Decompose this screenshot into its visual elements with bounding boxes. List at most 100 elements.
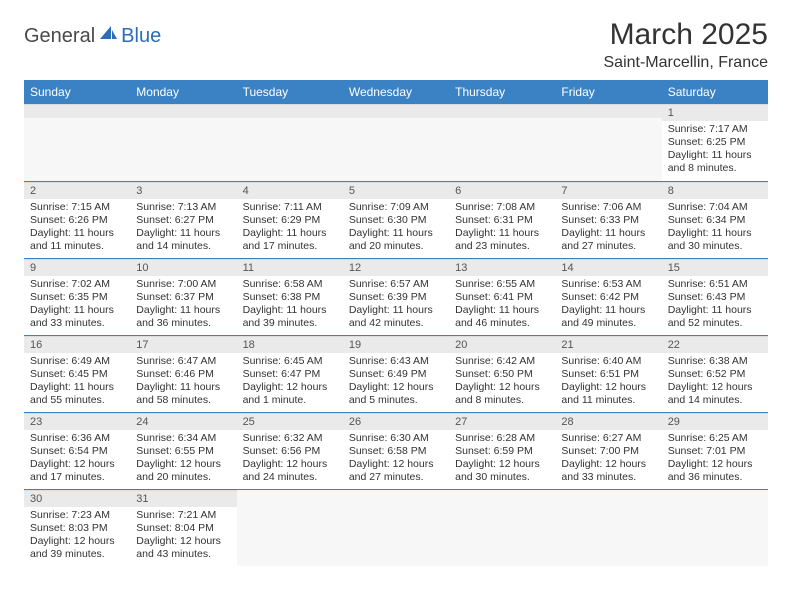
day-number: 21 — [555, 336, 661, 353]
calendar-day-cell: 30Sunrise: 7:23 AMSunset: 8:03 PMDayligh… — [24, 489, 130, 566]
calendar-empty-cell — [555, 104, 661, 181]
daylight-line-2: and 8 minutes. — [455, 394, 549, 407]
sunrise-line: Sunrise: 6:51 AM — [668, 278, 762, 291]
day-number: 13 — [449, 259, 555, 276]
sunrise-line: Sunrise: 6:30 AM — [349, 432, 443, 445]
sunset-line: Sunset: 6:27 PM — [136, 214, 230, 227]
weekday-header: Friday — [555, 80, 661, 104]
sunrise-line: Sunrise: 7:23 AM — [30, 509, 124, 522]
day-content: Sunrise: 7:09 AMSunset: 6:30 PMDaylight:… — [343, 199, 449, 257]
sunrise-line: Sunrise: 6:25 AM — [668, 432, 762, 445]
daylight-line-2: and 36 minutes. — [668, 471, 762, 484]
sunrise-line: Sunrise: 6:36 AM — [30, 432, 124, 445]
sunrise-line: Sunrise: 7:13 AM — [136, 201, 230, 214]
sunset-line: Sunset: 7:01 PM — [668, 445, 762, 458]
daylight-line-2: and 30 minutes. — [455, 471, 549, 484]
daylight-line-1: Daylight: 11 hours — [668, 149, 762, 162]
calendar-day-cell: 17Sunrise: 6:47 AMSunset: 6:46 PMDayligh… — [130, 335, 236, 412]
day-content: Sunrise: 6:55 AMSunset: 6:41 PMDaylight:… — [449, 276, 555, 334]
calendar-week-row: 23Sunrise: 6:36 AMSunset: 6:54 PMDayligh… — [24, 412, 768, 489]
sunset-line: Sunset: 6:52 PM — [668, 368, 762, 381]
daylight-line-2: and 39 minutes. — [243, 317, 337, 330]
sail-icon — [97, 24, 119, 48]
day-number: 26 — [343, 413, 449, 430]
sunset-line: Sunset: 6:49 PM — [349, 368, 443, 381]
daylight-line-2: and 20 minutes. — [136, 471, 230, 484]
calendar-empty-cell — [24, 104, 130, 181]
sunrise-line: Sunrise: 6:38 AM — [668, 355, 762, 368]
sunset-line: Sunset: 6:51 PM — [561, 368, 655, 381]
sunrise-line: Sunrise: 6:55 AM — [455, 278, 549, 291]
day-number: 20 — [449, 336, 555, 353]
sunset-line: Sunset: 6:37 PM — [136, 291, 230, 304]
sunset-line: Sunset: 6:31 PM — [455, 214, 549, 227]
logo-text-general: General — [24, 25, 95, 48]
daylight-line-2: and 5 minutes. — [349, 394, 443, 407]
calendar-day-cell: 1Sunrise: 7:17 AMSunset: 6:25 PMDaylight… — [662, 104, 768, 181]
calendar-day-cell: 28Sunrise: 6:27 AMSunset: 7:00 PMDayligh… — [555, 412, 661, 489]
calendar-day-cell: 15Sunrise: 6:51 AMSunset: 6:43 PMDayligh… — [662, 258, 768, 335]
sunset-line: Sunset: 6:46 PM — [136, 368, 230, 381]
sunset-line: Sunset: 6:41 PM — [455, 291, 549, 304]
daylight-line-1: Daylight: 11 hours — [561, 304, 655, 317]
sunrise-line: Sunrise: 7:09 AM — [349, 201, 443, 214]
sunrise-line: Sunrise: 7:15 AM — [30, 201, 124, 214]
weekday-header: Saturday — [662, 80, 768, 104]
calendar-empty-cell — [130, 104, 236, 181]
daylight-line-1: Daylight: 12 hours — [668, 381, 762, 394]
day-number: 10 — [130, 259, 236, 276]
daylight-line-1: Daylight: 11 hours — [30, 304, 124, 317]
calendar-day-cell: 2Sunrise: 7:15 AMSunset: 6:26 PMDaylight… — [24, 181, 130, 258]
calendar-week-row: 16Sunrise: 6:49 AMSunset: 6:45 PMDayligh… — [24, 335, 768, 412]
calendar-week-row: 30Sunrise: 7:23 AMSunset: 8:03 PMDayligh… — [24, 489, 768, 566]
sunrise-line: Sunrise: 6:58 AM — [243, 278, 337, 291]
day-content: Sunrise: 7:08 AMSunset: 6:31 PMDaylight:… — [449, 199, 555, 257]
day-number: 8 — [662, 182, 768, 199]
day-number: 15 — [662, 259, 768, 276]
sunset-line: Sunset: 6:33 PM — [561, 214, 655, 227]
daylight-line-1: Daylight: 11 hours — [30, 227, 124, 240]
day-content: Sunrise: 6:53 AMSunset: 6:42 PMDaylight:… — [555, 276, 661, 334]
sunset-line: Sunset: 6:45 PM — [30, 368, 124, 381]
calendar-day-cell: 5Sunrise: 7:09 AMSunset: 6:30 PMDaylight… — [343, 181, 449, 258]
day-content: Sunrise: 6:30 AMSunset: 6:58 PMDaylight:… — [343, 430, 449, 488]
sunrise-line: Sunrise: 6:43 AM — [349, 355, 443, 368]
sunset-line: Sunset: 6:26 PM — [30, 214, 124, 227]
daylight-line-2: and 24 minutes. — [243, 471, 337, 484]
daylight-line-1: Daylight: 11 hours — [561, 227, 655, 240]
sunset-line: Sunset: 6:54 PM — [30, 445, 124, 458]
calendar-day-cell: 3Sunrise: 7:13 AMSunset: 6:27 PMDaylight… — [130, 181, 236, 258]
daylight-line-1: Daylight: 12 hours — [136, 535, 230, 548]
calendar-day-cell: 25Sunrise: 6:32 AMSunset: 6:56 PMDayligh… — [237, 412, 343, 489]
sunrise-line: Sunrise: 7:02 AM — [30, 278, 124, 291]
daylight-line-2: and 43 minutes. — [136, 548, 230, 561]
day-number: 22 — [662, 336, 768, 353]
day-number: 2 — [24, 182, 130, 199]
sunrise-line: Sunrise: 6:32 AM — [243, 432, 337, 445]
calendar-day-cell: 10Sunrise: 7:00 AMSunset: 6:37 PMDayligh… — [130, 258, 236, 335]
day-content: Sunrise: 7:15 AMSunset: 6:26 PMDaylight:… — [24, 199, 130, 257]
day-content: Sunrise: 6:49 AMSunset: 6:45 PMDaylight:… — [24, 353, 130, 411]
sunrise-line: Sunrise: 6:28 AM — [455, 432, 549, 445]
daylight-line-2: and 58 minutes. — [136, 394, 230, 407]
calendar-empty-cell — [662, 489, 768, 566]
sunset-line: Sunset: 6:56 PM — [243, 445, 337, 458]
weekday-header: Sunday — [24, 80, 130, 104]
day-content: Sunrise: 6:36 AMSunset: 6:54 PMDaylight:… — [24, 430, 130, 488]
daylight-line-1: Daylight: 12 hours — [349, 381, 443, 394]
calendar-header-row: SundayMondayTuesdayWednesdayThursdayFrid… — [24, 80, 768, 104]
day-content: Sunrise: 6:25 AMSunset: 7:01 PMDaylight:… — [662, 430, 768, 488]
daylight-line-1: Daylight: 12 hours — [668, 458, 762, 471]
daylight-line-2: and 33 minutes. — [30, 317, 124, 330]
sunrise-line: Sunrise: 6:49 AM — [30, 355, 124, 368]
daylight-line-2: and 27 minutes. — [349, 471, 443, 484]
sunrise-line: Sunrise: 6:57 AM — [349, 278, 443, 291]
day-content: Sunrise: 7:23 AMSunset: 8:03 PMDaylight:… — [24, 507, 130, 565]
logo: General Blue — [24, 24, 161, 48]
sunset-line: Sunset: 6:58 PM — [349, 445, 443, 458]
sunrise-line: Sunrise: 7:08 AM — [455, 201, 549, 214]
sunrise-line: Sunrise: 7:06 AM — [561, 201, 655, 214]
calendar-day-cell: 12Sunrise: 6:57 AMSunset: 6:39 PMDayligh… — [343, 258, 449, 335]
calendar-day-cell: 11Sunrise: 6:58 AMSunset: 6:38 PMDayligh… — [237, 258, 343, 335]
weekday-header: Thursday — [449, 80, 555, 104]
